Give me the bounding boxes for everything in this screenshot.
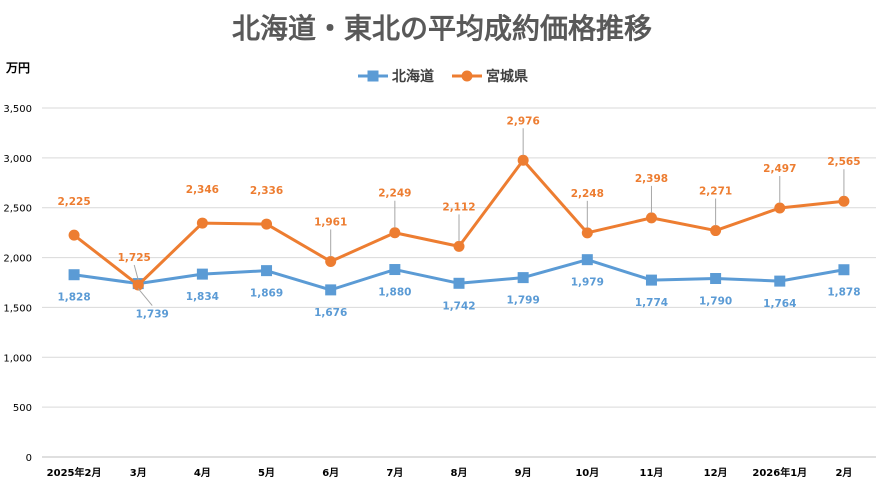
leader-line — [133, 264, 139, 281]
data-label: 2,398 — [635, 173, 668, 185]
data-label: 1,878 — [827, 287, 860, 299]
data-label: 2,112 — [442, 201, 475, 213]
data-point — [389, 264, 401, 276]
data-point — [453, 277, 465, 289]
data-labels: 1,828 1,739 1,834 1,869 1,676 1,880 1,742 1,799… — [57, 115, 860, 320]
data-point — [325, 255, 337, 267]
x-tick-label: 2月 — [835, 467, 852, 479]
legend-marker-hokkaido — [367, 70, 379, 82]
y-tick-label: 3,500 — [3, 104, 32, 115]
y-tick-label: 2,000 — [3, 254, 32, 265]
data-point — [645, 212, 657, 224]
data-label: 1,790 — [699, 296, 732, 308]
data-point — [132, 279, 144, 291]
x-tick-label: 2026年1月 — [752, 466, 807, 479]
data-point — [325, 284, 337, 296]
y-tick-label: 3,000 — [3, 154, 32, 165]
data-point — [581, 254, 593, 266]
data-label: 1,774 — [635, 297, 668, 309]
data-point — [517, 272, 529, 284]
x-tick-label: 8月 — [451, 467, 468, 479]
chart-title: 北海道・東北の平均成約価格推移 — [232, 12, 652, 45]
data-label: 1,799 — [507, 295, 540, 307]
data-point — [261, 218, 273, 230]
x-tick-label: 11月 — [640, 467, 664, 479]
data-point — [68, 269, 80, 281]
x-tick-label: 2025年2月 — [47, 466, 102, 479]
data-label: 2,336 — [250, 185, 283, 197]
data-point — [838, 264, 850, 276]
data-label: 2,271 — [699, 186, 732, 198]
y-axis-ticks: 0 500 1,000 1,500 2,000 2,500 3,000 3,500 — [3, 104, 32, 464]
y-tick-label: 500 — [13, 403, 32, 414]
x-tick-label: 4月 — [194, 467, 211, 479]
data-label: 2,346 — [186, 184, 219, 196]
x-tick-label: 9月 — [515, 467, 532, 479]
data-label: 1,764 — [763, 298, 796, 310]
data-point — [517, 154, 529, 166]
data-label: 2,976 — [507, 115, 540, 127]
data-label: 2,225 — [57, 196, 90, 208]
data-label: 1,834 — [186, 291, 219, 303]
y-tick-label: 1,000 — [3, 353, 32, 364]
x-tick-label: 7月 — [386, 467, 403, 479]
x-tick-label: 12月 — [704, 467, 728, 479]
legend: 北海道 宮城県 — [358, 68, 528, 85]
x-axis-ticks: 2025年2月 3月 4月 5月 6月 7月 8月 9月 10月 11月 12月 2026年1月 2月 — [47, 466, 853, 479]
data-label: 1,742 — [442, 300, 475, 312]
x-tick-label: 10月 — [575, 467, 599, 479]
x-tick-label: 6月 — [322, 467, 339, 479]
data-point — [453, 240, 465, 252]
data-point — [196, 268, 208, 280]
data-point — [645, 274, 657, 286]
y-tick-label: 2,500 — [3, 204, 32, 215]
gridlines — [42, 107, 876, 458]
legend-label-hokkaido: 北海道 — [392, 68, 434, 85]
leader-line — [137, 288, 153, 306]
data-label: 1,961 — [314, 216, 347, 228]
data-point — [68, 229, 80, 241]
data-label: 1,869 — [250, 288, 283, 300]
data-point — [581, 227, 593, 239]
y-axis-unit: 万円 — [5, 61, 30, 75]
y-tick-label: 1,500 — [3, 303, 32, 314]
data-label: 1,739 — [136, 309, 169, 321]
data-label: 1,725 — [118, 252, 151, 264]
data-label: 1,880 — [378, 287, 411, 299]
data-point — [838, 195, 850, 207]
data-point — [710, 225, 722, 237]
data-point — [774, 275, 786, 287]
data-label: 2,497 — [763, 163, 796, 175]
y-tick-label: 0 — [26, 453, 32, 464]
data-label: 1,979 — [571, 277, 604, 289]
data-point — [261, 265, 273, 277]
x-tick-label: 5月 — [258, 467, 275, 479]
data-label: 2,565 — [827, 156, 860, 168]
data-label: 2,248 — [571, 188, 604, 200]
data-point — [389, 227, 401, 239]
data-label: 1,676 — [314, 307, 347, 319]
legend-label-miyagi: 宮城県 — [486, 68, 528, 85]
legend-marker-miyagi — [461, 70, 473, 82]
data-point — [710, 273, 722, 285]
data-label: 1,828 — [57, 292, 90, 304]
data-point — [196, 217, 208, 229]
data-label: 2,249 — [378, 188, 411, 200]
x-tick-label: 3月 — [130, 467, 147, 479]
data-point — [774, 202, 786, 214]
series-layer — [68, 154, 850, 296]
